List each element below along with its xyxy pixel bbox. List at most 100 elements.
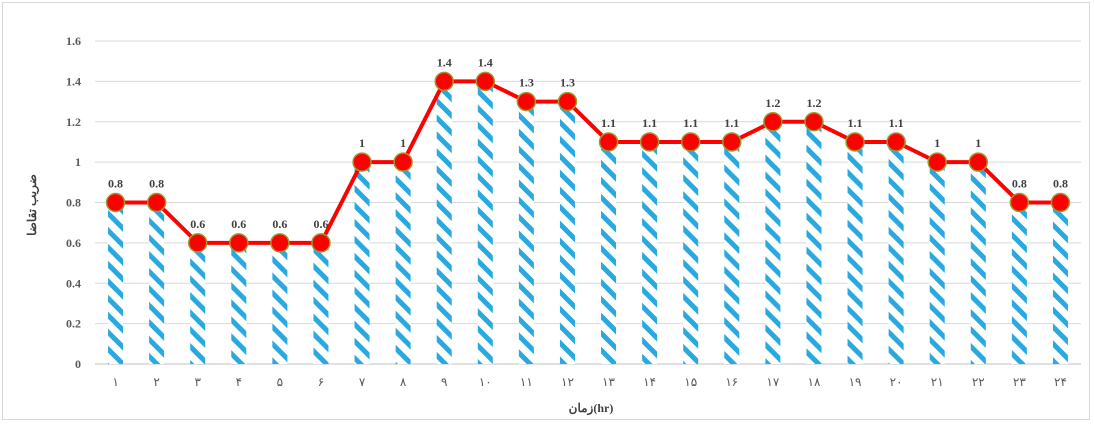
- hatched-bars: [108, 81, 1068, 364]
- data-label: 0.8: [149, 177, 164, 191]
- data-label: 0.6: [190, 217, 205, 231]
- data-label: 0.8: [1053, 177, 1068, 191]
- x-tick-label: ۲: [153, 375, 159, 389]
- data-point: [187, 233, 208, 253]
- data-point: [804, 112, 824, 132]
- data-label: 0.8: [108, 177, 123, 191]
- bar: [847, 141, 863, 364]
- y-tick-label: 1.2: [66, 115, 81, 129]
- x-tick-label: ۴: [236, 375, 242, 389]
- data-point: [516, 91, 537, 112]
- data-point: [1050, 192, 1071, 213]
- data-point: [311, 233, 331, 253]
- x-tick-label: ۱۴: [643, 375, 656, 389]
- y-axis-ticks: 0 0.2 0.4 0.6 0.8 1 1.2 1.4 1.6: [66, 34, 81, 371]
- y-tick-label: 1: [75, 155, 81, 169]
- data-label: 1.1: [724, 116, 739, 130]
- y-tick-label: 1.6: [66, 34, 81, 48]
- bar: [313, 242, 329, 364]
- x-tick-label: ۱۸: [808, 375, 821, 389]
- data-label: 1.3: [560, 76, 575, 90]
- bar: [601, 141, 617, 364]
- x-tick-label: ۲۰: [890, 375, 903, 389]
- demand-coefficient-chart: 00.20.40.60.811.21.41.6 ۱ ۲ ۳ ۴ ۵ ۶ ۷ ۸ ۹ ۱۰ ۱۱ ۱۲ ۱…: [25, 34, 1081, 416]
- data-label: 1.1: [889, 116, 904, 130]
- data-label: 1.3: [519, 76, 534, 90]
- data-label: 1.2: [806, 96, 821, 110]
- data-point: [722, 132, 742, 152]
- data-label: 1.1: [601, 116, 616, 130]
- bar: [929, 162, 945, 364]
- bar: [559, 101, 575, 364]
- data-label: 1.1: [642, 116, 657, 130]
- x-tick-label: ۱۰: [479, 375, 492, 389]
- x-tick-label: ۱۵: [684, 375, 697, 389]
- data-label: 0.8: [1012, 177, 1027, 191]
- y-tick-label: 1.4: [66, 74, 81, 88]
- x-tick-label: ۲۳: [1013, 375, 1026, 389]
- bar: [354, 162, 370, 364]
- bar: [1011, 202, 1027, 364]
- x-tick-label: ۲۱: [931, 375, 944, 389]
- x-tick-label: ۶: [318, 375, 324, 389]
- data-label: 1: [400, 136, 406, 150]
- x-tick-label: ۱۷: [766, 375, 779, 389]
- bar: [970, 162, 986, 364]
- x-tick-label: ۱: [112, 375, 118, 389]
- data-label: 1: [359, 136, 365, 150]
- x-tick-label: ۸: [400, 375, 407, 389]
- data-label: 1: [975, 136, 981, 150]
- bar: [765, 121, 781, 364]
- data-label: 1.1: [683, 116, 698, 130]
- data-point: [927, 152, 947, 172]
- data-point: [557, 91, 578, 112]
- data-point: [352, 152, 372, 172]
- y-tick-label: 0: [75, 357, 81, 371]
- data-label: 1.1: [848, 116, 863, 130]
- y-tick-label: 0.4: [66, 276, 81, 290]
- data-point: [763, 112, 783, 132]
- data-point: [105, 192, 126, 213]
- bar: [149, 202, 165, 364]
- x-tick-label: ۲۲: [972, 375, 985, 389]
- series-markers: [105, 71, 1071, 253]
- bar: [108, 202, 124, 364]
- bar: [395, 162, 411, 364]
- data-label: 0.6: [313, 217, 328, 231]
- y-axis-title: ضریب تقاضا: [25, 174, 40, 236]
- y-tick-label: 0.2: [66, 317, 81, 331]
- data-point: [229, 233, 249, 253]
- bar: [642, 141, 658, 364]
- x-tick-label: ۱۶: [725, 375, 738, 389]
- x-axis-title: زمان(hr): [569, 401, 614, 416]
- data-label: 1.4: [478, 55, 493, 69]
- bar: [1052, 202, 1068, 364]
- data-point: [475, 71, 496, 92]
- bar: [724, 141, 740, 364]
- bar: [518, 101, 534, 364]
- bar: [231, 242, 247, 364]
- bar: [436, 81, 452, 364]
- data-label: 1.2: [765, 96, 780, 110]
- x-tick-label: ۳: [194, 375, 201, 389]
- chart-frame: 0 0.2 0.4 0.6 0.8 1 1.2 1.4 1.6 ۱ ۲ ۳ ۴ ۵ ۶ ۷ ۸ ۹ ۱۰ ۱۱ ۱۲ ۱…: [2, 2, 1090, 420]
- x-tick-label: ۱۹: [849, 375, 862, 389]
- y-tick-label: 0.6: [66, 236, 81, 250]
- data-label: 0.6: [272, 217, 287, 231]
- bar: [190, 242, 206, 364]
- data-point: [434, 71, 454, 92]
- data-point: [680, 132, 701, 152]
- data-point: [393, 152, 413, 172]
- data-point: [146, 192, 167, 213]
- x-tick-label: ۹: [441, 375, 447, 389]
- bar: [272, 242, 288, 364]
- data-label: 1.4: [437, 55, 452, 69]
- data-point: [598, 132, 619, 152]
- data-point: [886, 132, 906, 152]
- data-point: [639, 132, 660, 152]
- data-point: [1009, 192, 1030, 213]
- bar: [683, 141, 699, 364]
- x-tick-label: ۷: [359, 375, 366, 389]
- data-point: [270, 233, 290, 253]
- data-point: [845, 132, 865, 152]
